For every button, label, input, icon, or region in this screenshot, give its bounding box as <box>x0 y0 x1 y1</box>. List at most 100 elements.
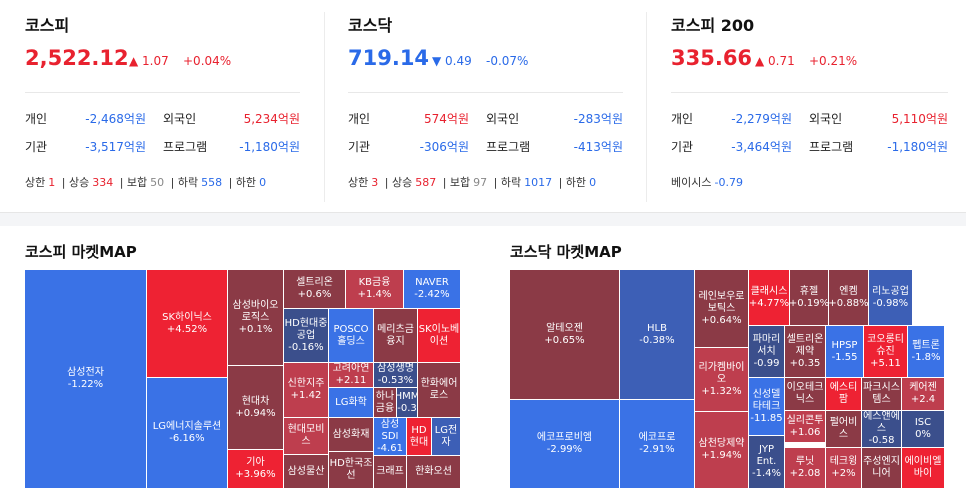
map-tile[interactable]: 셀트리온 +0.6% <box>284 270 346 309</box>
map-tile[interactable]: 하나금융 <box>374 388 397 418</box>
map-tile[interactable]: 알테오젠 +0.65% <box>510 270 620 400</box>
tile-name: 리노공업 <box>872 285 909 297</box>
map-tile[interactable]: ISC 0% <box>902 411 945 448</box>
map-tile[interactable]: 엔켐 +0.88% <box>829 270 869 326</box>
tile-change: +3.96% <box>235 469 276 480</box>
stat-label: 보합 <box>126 176 148 189</box>
advance-decline-stats: 상한 1 | 상승 334 | 보합 50 | 하락 558 | 하한 0 <box>25 176 267 189</box>
map-tile[interactable]: LG전자 <box>432 418 461 456</box>
index-panel-kospi[interactable]: 코스피 2,522.12 ▲ 1.07 +0.04% 개인 -2,468억원 외… <box>25 0 303 212</box>
map-tile[interactable]: 현대모비스 <box>284 418 329 455</box>
map-tile[interactable]: 크래프 <box>374 456 407 489</box>
map-tile[interactable]: 삼성바이오로직스 +0.1% <box>228 270 284 366</box>
index-title[interactable]: 코스피 200 <box>671 16 755 35</box>
kosdaq-map-title[interactable]: 코스닥 마켓MAP <box>510 243 622 261</box>
map-tile[interactable]: 에스티팜 <box>826 378 862 411</box>
map-tile[interactable]: SK이노베이션 <box>418 309 461 363</box>
flow-value: -1,180억원 <box>887 140 948 154</box>
map-tile[interactable]: LG화학 <box>329 388 374 418</box>
flow-label: 개인 <box>25 112 48 126</box>
stat-label: 상승 <box>68 176 90 189</box>
map-tile[interactable]: 펄어비스 <box>826 411 862 448</box>
map-tile[interactable]: 삼성화재 <box>329 418 374 452</box>
map-tile[interactable]: 삼성생명 -0.53% <box>374 363 418 388</box>
map-tile[interactable]: 파크시스템스 <box>862 378 902 411</box>
kospi-map-title[interactable]: 코스피 마켓MAP <box>25 243 137 261</box>
tile-name: LG에너지솔루션 <box>152 421 222 432</box>
stat-label: 하한 <box>565 176 587 189</box>
stat-value: 50 <box>150 176 165 189</box>
map-tile[interactable]: 에코프로비엠 -2.99% <box>510 400 620 489</box>
tile-name: 한화오션 <box>415 466 452 477</box>
map-tile[interactable]: 메리츠금융지 <box>374 309 418 363</box>
stat-value: 587 <box>415 176 437 189</box>
map-tile[interactable]: JYP Ent. -1.4% <box>749 436 785 489</box>
map-tile[interactable]: 파마리서치 -0.99 <box>749 326 785 378</box>
index-title[interactable]: 코스닥 <box>348 16 393 35</box>
map-tile[interactable]: HD한국조선 <box>329 452 374 489</box>
map-tile[interactable]: 삼천당제약 +1.94% <box>695 412 749 489</box>
tile-change: -0.16% <box>288 341 324 353</box>
map-tile[interactable]: 이오테크닉스 <box>785 378 826 411</box>
map-tile[interactable]: NAVER -2.42% <box>404 270 461 309</box>
map-tile[interactable]: 펩트론 -1.8% <box>908 326 945 378</box>
map-tile[interactable]: 한화오션 <box>407 456 461 489</box>
tile-name: 삼성전자 <box>67 367 104 378</box>
tile-name: 크래프 <box>376 466 404 477</box>
map-tile[interactable]: 기아 +3.96% <box>228 450 284 489</box>
map-tile[interactable]: 삼성전자 -1.22% <box>25 270 147 489</box>
stat-label: 하한 <box>235 176 257 189</box>
map-tile[interactable]: HLB -0.38% <box>620 270 695 400</box>
map-tile[interactable]: LG에너지솔루션 -6.16% <box>147 378 228 489</box>
map-tile[interactable]: 리가켐바이오 +1.32% <box>695 348 749 412</box>
tile-change: -1.8% <box>911 351 941 363</box>
map-tile[interactable]: 실리콘투 +1.06 <box>785 411 826 443</box>
index-rate: +0.04% <box>183 54 232 68</box>
tile-name: 리가켐바이오 <box>698 361 745 385</box>
stat-label: 상승 <box>391 176 413 189</box>
map-tile[interactable]: POSCO홀딩스 <box>329 309 374 363</box>
flow-label: 기관 <box>348 140 371 154</box>
map-tile[interactable]: 한화에어로스 <box>418 363 461 418</box>
map-tile[interactable]: 고려아연 +2.11 <box>329 363 374 388</box>
tile-name: 클래시스 <box>750 285 788 297</box>
flow-label: 개인 <box>671 112 694 126</box>
stat-value: 0 <box>259 176 267 189</box>
tile-change: +0.35 <box>789 357 821 369</box>
map-tile[interactable]: 삼성물산 <box>284 455 329 489</box>
map-tile[interactable]: HMM-0.3 <box>397 388 418 418</box>
map-tile[interactable]: 삼성SDI -4.61 <box>374 418 407 456</box>
map-tile[interactable]: 휴젤 +0.19% <box>790 270 829 326</box>
map-tile[interactable]: 테크윙 +2% <box>826 448 862 489</box>
map-tile[interactable]: 에코프로 -2.91% <box>620 400 695 489</box>
map-tile[interactable]: 신성델타테크 -11.85 <box>749 378 785 436</box>
map-tile[interactable]: 코오롱티슈진 +5.11 <box>864 326 908 378</box>
map-tile[interactable]: HD현대중공업 -0.16% <box>284 309 329 363</box>
map-tile[interactable]: HPSP -1.55 <box>826 326 864 378</box>
map-tile[interactable]: 에이비엘바이 <box>902 448 945 489</box>
tile-change: +2.4 <box>910 394 936 405</box>
map-tile[interactable]: 루닛 +2.08 <box>785 448 826 489</box>
tile-name: 현대차 <box>241 395 270 407</box>
tile-change: +0.65% <box>544 334 585 346</box>
tile-change: -4.61 <box>377 442 403 454</box>
map-tile[interactable]: 케어젠 +2.4 <box>902 378 945 411</box>
map-tile[interactable]: HD현대 <box>407 418 432 456</box>
map-tile[interactable]: 주성엔지니어 <box>862 448 902 489</box>
index-panel-kospi200[interactable]: 코스피 200 335.66 ▲ 0.71 +0.21% 개인 -2,279억원… <box>671 0 949 212</box>
map-tile[interactable]: KB금융 +1.4% <box>346 270 404 309</box>
tile-change: +2.11 <box>335 375 367 386</box>
map-tile[interactable]: 에스앤에스 -0.58 <box>862 411 902 448</box>
map-tile[interactable]: SK하이닉스 +4.52% <box>147 270 228 378</box>
tile-change: +0.88% <box>829 297 869 309</box>
map-tile[interactable]: 레인보우로보틱스 +0.64% <box>695 270 749 348</box>
map-tile[interactable]: 셀트리온제약 +0.35 <box>785 326 826 378</box>
tile-name: 펄어비스 <box>829 417 858 440</box>
map-tile[interactable]: 리노공업 -0.98% <box>869 270 913 326</box>
index-panel-kosdaq[interactable]: 코스닥 719.14 ▼ 0.49 -0.07% 개인 574억원 외국인 -2… <box>348 0 626 212</box>
map-tile[interactable]: 클래시스 +4.77% <box>749 270 790 326</box>
map-tile[interactable]: 신한지주 +1.42 <box>284 363 329 418</box>
map-tile[interactable]: 현대차 +0.94% <box>228 366 284 450</box>
tile-change: -2.42% <box>414 289 450 300</box>
index-title[interactable]: 코스피 <box>25 16 70 35</box>
